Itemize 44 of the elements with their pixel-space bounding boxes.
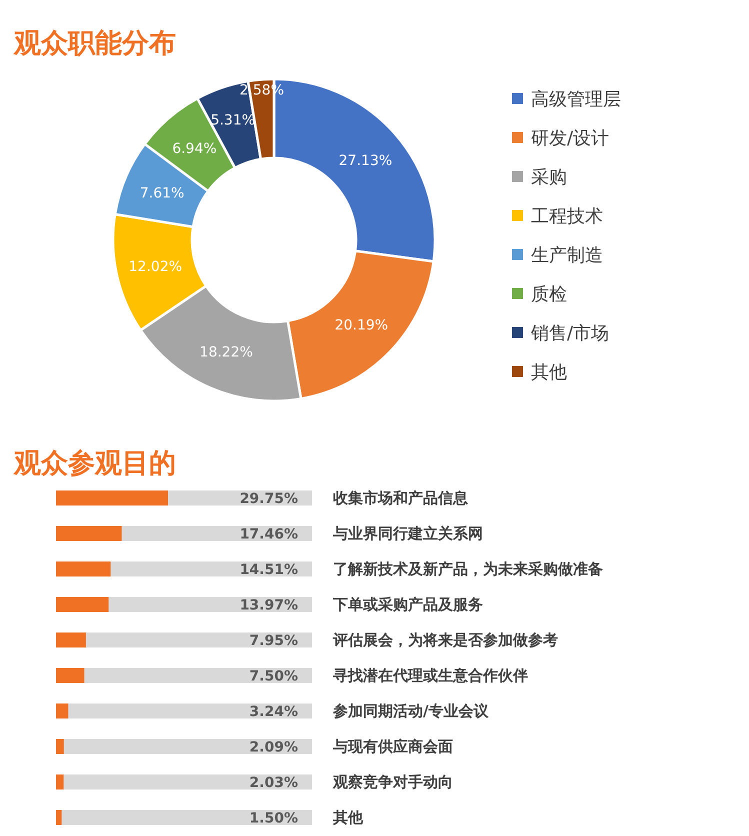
y-tick-label: 参加同期活动/专业会议 [332,702,490,720]
legend-label: 生产制造 [531,245,603,266]
legend-label: 工程技术 [531,206,603,227]
y-tick-label: 与业界同行建立关系网 [332,524,483,542]
y-tick-label: 观察竞争对手动向 [332,773,453,791]
bar [56,774,64,790]
y-tick-label: 与现有供应商会面 [332,738,453,756]
bar [56,632,86,648]
chart-title: 观众职能分布 [13,28,176,59]
legend-label: 销售/市场 [530,323,610,344]
data-label: 2.09% [249,740,298,756]
legend-label: 其他 [531,362,567,383]
bar [56,668,84,683]
data-label: 13.97% [240,598,298,614]
bar [56,739,64,754]
data-label: 6.94% [172,141,217,158]
data-label: 7.50% [249,668,298,684]
data-label: 20.19% [334,317,388,334]
data-label: 17.46% [240,526,298,542]
data-label: 14.51% [240,562,298,578]
data-label: 1.50% [249,810,298,826]
data-label: 7.95% [249,633,298,649]
bar [56,597,109,612]
bar [56,810,62,825]
y-tick-label: 寻找潜在代理或生意合作伙伴 [332,666,528,684]
y-tick-label: 其他 [332,808,364,826]
legend-label: 采购 [531,167,567,188]
data-label: 2.03% [249,775,298,791]
y-tick-label: 了解新技术及新产品，为未来采购做准备 [333,560,603,578]
chart-title: 观众参观目的 [13,448,176,479]
data-label: 3.24% [249,704,298,720]
y-tick-label: 下单或采购产品及服务 [332,596,483,614]
data-label: 18.22% [200,344,253,361]
y-tick-label: 收集市场和产品信息 [333,489,469,507]
data-label: 12.02% [128,259,182,276]
data-label: 27.13% [338,153,392,170]
bar [56,562,111,576]
data-label: 7.61% [140,186,184,202]
bar [56,704,68,718]
legend-label: 高级管理层 [531,89,621,110]
y-tick-label: 评估展会，为将来是否参加做参考 [332,631,558,649]
legend-label: 质检 [531,284,567,305]
data-label: 29.75% [240,491,298,507]
legend-label: 研发/设计 [531,128,610,149]
